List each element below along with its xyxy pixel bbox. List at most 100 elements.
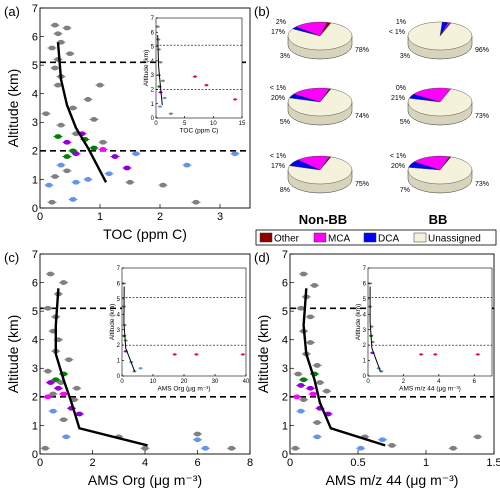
- inset-c-ytick-label-2: 2: [117, 343, 121, 349]
- inset-a-xlabel: TOC (ppm C): [180, 128, 219, 135]
- chart-d-frame: [289, 253, 495, 455]
- chart-c-point-24: [74, 411, 84, 417]
- inset-a-point-3: [158, 61, 163, 64]
- inset-a-frame: [155, 17, 243, 119]
- chart-c-ytick-label-3: 3: [32, 363, 38, 375]
- inset-c-point-10-marker: [194, 353, 199, 356]
- chart-c-point-23: [53, 385, 63, 391]
- pie-nonbb-1-label-other: < 1%: [270, 85, 286, 92]
- inset-d-plot-area: [367, 282, 492, 373]
- chart-d-point-1-marker: [310, 283, 319, 288]
- legend-label-mca: MCA: [328, 234, 351, 245]
- chart-a-point-5-marker: [66, 51, 74, 57]
- inset-a-point-10-marker: [158, 105, 162, 108]
- chart-c-point-3-marker: [44, 305, 52, 311]
- chart-a-point-37: [71, 179, 81, 185]
- chart-a-ytick-label-6: 6: [32, 31, 38, 43]
- chart-a-ytick-label-4: 4: [32, 89, 38, 101]
- chart-a-point-35: [44, 182, 54, 188]
- chart-a-xlabel: TOC (ppm C): [103, 226, 187, 242]
- chart-a-point-21-marker: [192, 199, 200, 205]
- inset-c-xtick-label-0: 0: [120, 379, 124, 385]
- chart-d-xtick-label-3: 1.5: [486, 457, 500, 469]
- inset-c-xtick-label-4: 40: [243, 379, 250, 385]
- chart-a-point-2-marker: [63, 25, 71, 31]
- inset-c-xtick-label-2: 20: [181, 379, 188, 385]
- chart-d-point-8-marker: [313, 363, 321, 368]
- chart-a-point-11: [95, 82, 105, 88]
- inset-a-ytick-label-4: 4: [151, 59, 155, 65]
- chart-c-point-29-marker: [62, 434, 70, 440]
- chart-d-ytick-label-3: 3: [282, 363, 288, 375]
- inset-a-ytick-label-3: 3: [151, 73, 155, 79]
- chart-d-point-6: [305, 340, 315, 345]
- inset-c-ytick-label-5: 5: [117, 297, 121, 303]
- pie-bb-2: < 1% 20% 7% 73%: [390, 153, 489, 194]
- chart-d-point-17-marker: [449, 445, 457, 451]
- pie-nonbb-1-label-unassigned: 74%: [355, 113, 369, 120]
- chart-c-point-18-marker: [193, 431, 202, 437]
- chart-a-point-28-marker: [90, 145, 98, 151]
- inset-d-xtick-label-3: 6: [473, 379, 477, 385]
- inset-c-xtick-label-3: 30: [212, 379, 219, 385]
- chart-d-point-27: [296, 408, 306, 414]
- chart-a-point-37-marker: [72, 179, 80, 185]
- chart-c-point-22-marker: [46, 380, 55, 385]
- inset-d-ylabel: Altitude (km): [355, 304, 362, 340]
- pie-nonbb-0-slice-unassigned: [287, 22, 353, 51]
- inset-d-ytick-label-1: 1: [363, 359, 367, 365]
- inset-a-point-0-marker: [155, 25, 160, 28]
- chart-a-point-0: [50, 22, 60, 28]
- pie-nonbb-1-slice-mca: [293, 87, 330, 103]
- chart-c-ytick-label-2: 2: [32, 392, 38, 404]
- chart-c-point-1-marker: [60, 280, 68, 285]
- inset-a-xtick-label-0: 0: [154, 121, 158, 127]
- chart-a-point-22: [47, 199, 57, 205]
- pie-bb-2-slice-unassigned: [407, 156, 473, 185]
- chart-d-xlabel: AMS m/z 44 (μg m⁻³): [326, 472, 459, 488]
- legend-item-mca: MCA: [313, 232, 351, 245]
- inset-d-ytick-label-5: 5: [363, 297, 367, 303]
- chart-c-point-28-marker: [49, 408, 57, 414]
- chart-c-point-1: [59, 280, 69, 285]
- chart-a-point-31: [110, 154, 120, 159]
- pie-bb-1-label-dca: 5%: [400, 119, 410, 126]
- chart-a-point-27: [62, 154, 72, 159]
- chart-d-point-19: [299, 377, 309, 383]
- chart-c-point-14-marker: [60, 417, 68, 423]
- chart-c-ytick-label-7: 7: [32, 249, 38, 261]
- chart-c-xlabel: AMS Org (μg m⁻³): [88, 472, 202, 488]
- inset-c-ytick-label-7: 7: [117, 266, 121, 272]
- pie-nonbb-0-label-other: 2%: [276, 19, 286, 26]
- chart-d-point-18-marker: [474, 434, 482, 440]
- chart-c-ytick-label-4: 4: [32, 335, 38, 347]
- chart-c-point-27: [59, 391, 69, 397]
- chart-d-xtick-label-0: 0: [287, 457, 293, 469]
- chart-d-ytick-label-7: 7: [282, 249, 288, 261]
- pie-bb-1: 0% 21% 5% 73%: [391, 85, 489, 126]
- chart-a-point-13: [89, 117, 99, 122]
- chart-c-point-19-marker: [228, 445, 236, 451]
- inset-a-point-11-marker: [193, 75, 197, 78]
- chart-d-ytick-label-1: 1: [282, 420, 288, 432]
- chart-a-point-33-marker: [72, 151, 80, 157]
- chart-a-point-36: [56, 162, 66, 168]
- chart-d-point-0-marker: [300, 271, 308, 277]
- chart-d-point-8: [312, 363, 322, 368]
- chart-d-point-11: [322, 388, 332, 394]
- chart-c-point-8-marker: [65, 357, 73, 363]
- chart-d-point-16: [387, 443, 397, 448]
- chart-a-ytick-label-2: 2: [32, 146, 38, 158]
- pie-nonbb-2-label-unassigned: 75%: [355, 181, 369, 188]
- chart-c-point-0: [46, 271, 55, 277]
- chart-a-ytick-label-1: 1: [32, 174, 38, 186]
- chart-a-point-40: [230, 151, 240, 157]
- pie-nonbb-1-slice-unassigned: [287, 88, 353, 117]
- legend-item-dca: DCA: [363, 232, 399, 245]
- panel-label-c: (c): [4, 250, 19, 265]
- chart-a-point-17: [98, 139, 108, 145]
- inset-a-point-13-marker: [233, 98, 237, 101]
- pie-nonbb-2-slice-unassigned: [287, 156, 353, 185]
